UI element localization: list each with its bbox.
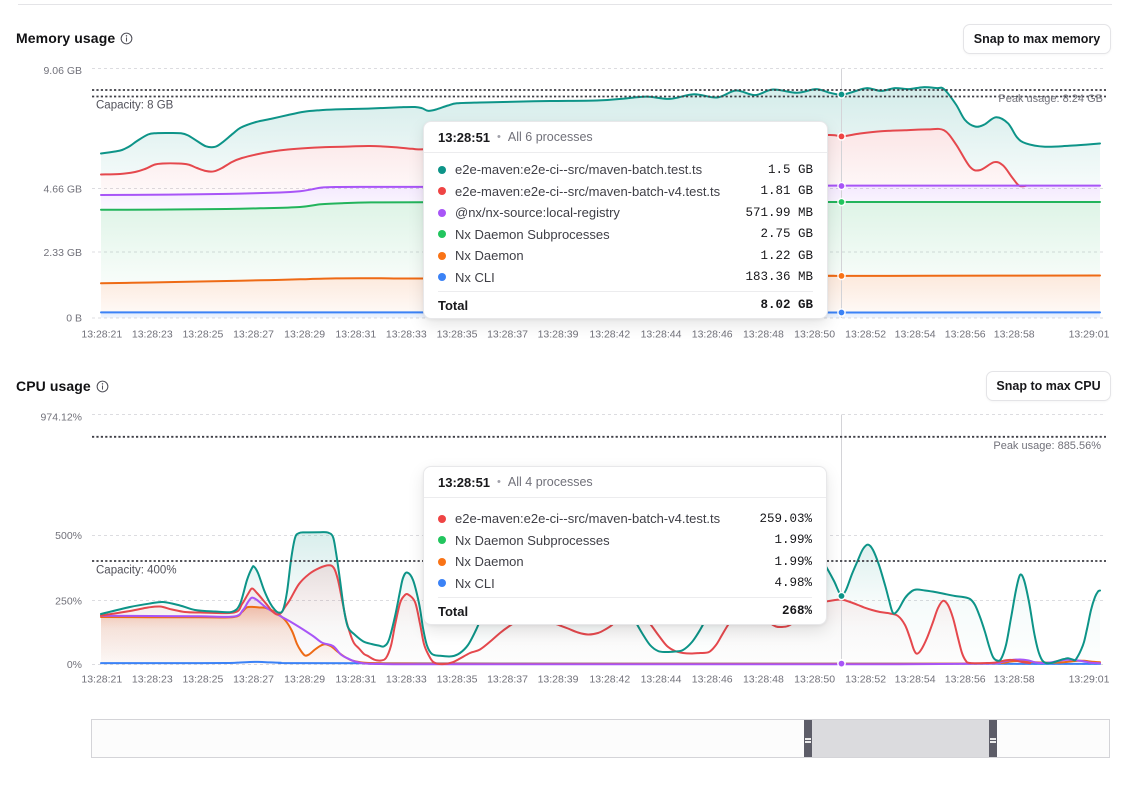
svg-text:Capacity: 400%: Capacity: 400% (96, 565, 177, 577)
svg-text:0%: 0% (67, 659, 82, 671)
svg-text:13:28:37: 13:28:37 (487, 674, 528, 686)
svg-text:13:28:35: 13:28:35 (437, 329, 478, 341)
svg-text:13:28:42: 13:28:42 (589, 674, 630, 686)
svg-text:13:29:01: 13:29:01 (1069, 674, 1110, 686)
svg-text:13:28:46: 13:28:46 (692, 329, 733, 341)
svg-text:250%: 250% (55, 596, 82, 608)
svg-text:13:28:48: 13:28:48 (743, 329, 784, 341)
svg-text:2.33 GB: 2.33 GB (43, 247, 82, 259)
svg-text:13:28:35: 13:28:35 (437, 674, 478, 686)
svg-text:13:28:56: 13:28:56 (945, 329, 986, 341)
svg-text:13:28:33: 13:28:33 (386, 329, 427, 341)
svg-text:9.06 GB: 9.06 GB (43, 65, 82, 77)
svg-text:13:28:39: 13:28:39 (538, 674, 579, 686)
svg-text:13:28:31: 13:28:31 (335, 674, 376, 686)
svg-text:13:28:44: 13:28:44 (641, 329, 682, 341)
svg-text:13:28:46: 13:28:46 (692, 674, 733, 686)
svg-text:13:28:58: 13:28:58 (994, 674, 1035, 686)
svg-text:13:28:23: 13:28:23 (132, 674, 173, 686)
svg-text:13:28:54: 13:28:54 (895, 674, 936, 686)
svg-text:Capacity: 8 GB: Capacity: 8 GB (96, 100, 174, 112)
svg-text:13:28:52: 13:28:52 (845, 329, 886, 341)
svg-text:13:28:50: 13:28:50 (794, 674, 835, 686)
svg-text:13:28:31: 13:28:31 (335, 329, 376, 341)
svg-text:13:28:33: 13:28:33 (386, 674, 427, 686)
svg-text:4.66 GB: 4.66 GB (43, 183, 82, 195)
svg-text:13:28:21: 13:28:21 (81, 329, 122, 341)
svg-text:13:29:01: 13:29:01 (1069, 329, 1110, 341)
svg-text:13:28:27: 13:28:27 (233, 674, 274, 686)
svg-text:13:28:54: 13:28:54 (895, 329, 936, 341)
svg-text:13:28:23: 13:28:23 (132, 329, 173, 341)
svg-text:13:28:29: 13:28:29 (284, 674, 325, 686)
svg-text:500%: 500% (55, 530, 82, 542)
svg-text:13:28:58: 13:28:58 (994, 329, 1035, 341)
svg-text:13:28:56: 13:28:56 (945, 674, 986, 686)
svg-text:0 B: 0 B (66, 313, 82, 325)
svg-text:Peak usage: 8.24 GB: Peak usage: 8.24 GB (998, 93, 1103, 105)
svg-text:13:28:29: 13:28:29 (284, 329, 325, 341)
svg-text:13:28:39: 13:28:39 (538, 329, 579, 341)
svg-text:13:28:42: 13:28:42 (589, 329, 630, 341)
svg-text:13:28:50: 13:28:50 (794, 329, 835, 341)
svg-text:13:28:52: 13:28:52 (845, 674, 886, 686)
svg-text:13:28:27: 13:28:27 (233, 329, 274, 341)
svg-text:13:28:44: 13:28:44 (641, 674, 682, 686)
svg-text:13:28:37: 13:28:37 (487, 329, 528, 341)
svg-text:974.12%: 974.12% (41, 412, 82, 424)
svg-text:Peak usage: 885.56%: Peak usage: 885.56% (993, 440, 1101, 452)
svg-text:13:28:25: 13:28:25 (182, 329, 223, 341)
svg-text:13:28:25: 13:28:25 (182, 674, 223, 686)
svg-text:13:28:48: 13:28:48 (743, 674, 784, 686)
svg-text:13:28:21: 13:28:21 (81, 674, 122, 686)
